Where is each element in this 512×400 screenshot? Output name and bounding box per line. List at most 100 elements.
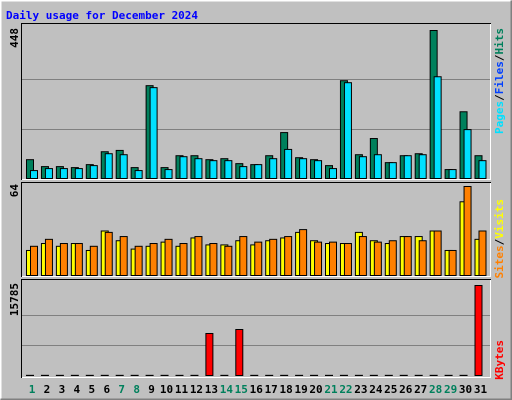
x-tick-label: 19 xyxy=(294,383,307,396)
bar xyxy=(194,236,203,276)
x-tick-label: 12 xyxy=(190,383,203,396)
bar xyxy=(433,76,442,179)
x-tick-label: 25 xyxy=(384,383,397,396)
bar xyxy=(358,156,367,179)
bar xyxy=(205,332,214,376)
x-tick-label: 11 xyxy=(175,383,189,396)
bar xyxy=(448,169,457,179)
bar xyxy=(463,129,472,180)
panel xyxy=(21,23,491,180)
bar xyxy=(254,241,263,276)
bar xyxy=(119,154,128,179)
y-max-label: 15785 xyxy=(8,283,21,316)
bar xyxy=(299,158,308,180)
x-tick-label: 31 xyxy=(474,383,488,396)
bar xyxy=(179,156,188,179)
y-max-label: 448 xyxy=(8,28,21,48)
bar xyxy=(373,241,382,276)
bar xyxy=(30,170,38,179)
bar xyxy=(209,243,218,276)
bar xyxy=(74,243,83,276)
bar xyxy=(164,169,173,179)
x-tick-label: 29 xyxy=(444,383,457,396)
bar xyxy=(59,243,68,276)
x-tick-label: 6 xyxy=(103,383,110,396)
bar xyxy=(329,241,337,276)
x-tick-label: 2 xyxy=(44,383,51,396)
x-tick-label: 10 xyxy=(160,383,173,396)
x-tick-label: 16 xyxy=(250,383,264,396)
bar xyxy=(44,238,53,276)
bar xyxy=(418,154,427,179)
panel-edge-light xyxy=(22,183,491,277)
x-tick-label: 30 xyxy=(459,383,472,396)
bar xyxy=(239,166,248,180)
legend-separator: / xyxy=(493,94,506,101)
panel-edge-light xyxy=(22,280,491,378)
bar xyxy=(388,162,397,179)
bar xyxy=(343,82,352,179)
legend-separator: / xyxy=(493,54,506,61)
bar xyxy=(284,236,293,276)
x-tick-label: 9 xyxy=(148,383,155,396)
bar xyxy=(329,168,337,179)
bar xyxy=(254,164,263,179)
bar xyxy=(358,236,367,276)
bar xyxy=(418,240,427,276)
bar xyxy=(478,230,487,276)
x-tick-label: 5 xyxy=(88,383,95,396)
legend-entry: Sites xyxy=(493,245,506,278)
legend-entry: Hits xyxy=(493,28,506,55)
legend-entry: Files xyxy=(493,61,506,94)
x-tick-label: 22 xyxy=(339,383,352,396)
x-tick-label: 18 xyxy=(280,383,293,396)
x-tick-label: 20 xyxy=(309,383,322,396)
legend: KBytes xyxy=(493,340,506,380)
bar xyxy=(474,285,483,376)
x-tick-label: 24 xyxy=(369,383,383,396)
bar xyxy=(284,148,293,180)
panel-edge-dark xyxy=(21,182,491,277)
bar xyxy=(149,243,158,276)
legend: Pages/Files/Hits xyxy=(493,28,506,134)
x-tick-label: 1 xyxy=(29,383,36,396)
bar xyxy=(314,160,323,180)
bar xyxy=(89,245,98,276)
x-tick-label: 4 xyxy=(74,383,81,396)
x-tick-label: 8 xyxy=(133,383,140,396)
bar xyxy=(104,153,113,180)
bar xyxy=(373,154,382,179)
bar xyxy=(299,229,308,276)
bar xyxy=(224,160,233,180)
legend-entry: Visits xyxy=(493,199,506,239)
bar xyxy=(239,236,248,276)
panel-edge-light xyxy=(22,24,491,180)
x-tick-label: 28 xyxy=(429,383,442,396)
bar xyxy=(478,160,487,180)
bar xyxy=(314,241,323,276)
bar xyxy=(59,168,68,179)
x-tick-label: 26 xyxy=(399,383,413,396)
bar xyxy=(134,245,143,276)
x-tick-label: 3 xyxy=(59,383,66,396)
legend-separator: / xyxy=(493,238,506,245)
panel-edge-dark xyxy=(21,279,491,378)
bar xyxy=(194,158,203,180)
bar xyxy=(403,155,412,179)
y-max-label: 64 xyxy=(8,184,21,198)
legend-entry: KBytes xyxy=(493,340,506,380)
bar xyxy=(343,243,352,276)
legend-entry: Pages xyxy=(493,101,506,134)
bar xyxy=(119,236,128,276)
x-tick-label: 13 xyxy=(205,383,218,396)
x-tick-label: 23 xyxy=(354,383,367,396)
bar xyxy=(134,170,143,179)
x-tick-label: 14 xyxy=(220,383,234,396)
bar xyxy=(463,186,472,276)
bar xyxy=(448,249,457,276)
bar xyxy=(44,168,53,179)
x-tick-label: 21 xyxy=(324,383,338,396)
x-tick-label: 17 xyxy=(265,383,278,396)
bar xyxy=(209,160,218,180)
